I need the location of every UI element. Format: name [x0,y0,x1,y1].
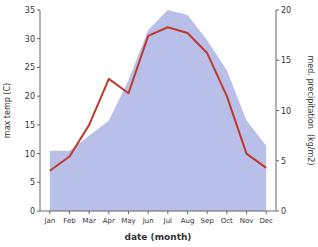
x-tick-label: May [121,217,135,225]
y-tick-label: 0 [30,207,35,216]
x-tick [69,211,70,214]
temp-line [50,27,266,171]
x-tick [187,211,188,214]
y2-tick-label: 20 [281,6,291,15]
y-tick-label: 5 [30,178,35,187]
y2-tick [276,160,279,161]
y-tick-label: 35 [25,6,35,15]
x-tick-label: Apr [103,217,115,225]
y-tick [37,182,40,183]
y-axis-label: max temp (C) [3,83,12,138]
x-tick [89,211,90,214]
y-tick-label: 25 [25,63,35,72]
y-tick-label: 30 [25,35,35,44]
x-tick-label: Jul [163,217,173,225]
x-tick-label: Mar [83,217,96,225]
y-tick [37,38,40,39]
x-tick [167,211,168,214]
x-tick-label: Sep [201,217,215,225]
x-tick [207,211,208,214]
y-tick [37,153,40,154]
y-tick [37,124,40,125]
y2-tick-label: 10 [281,107,291,116]
y-tick [37,67,40,68]
x-tick-label: Jun [142,217,154,225]
y2-tick-label: 15 [281,56,291,65]
y2-tick [276,60,279,61]
x-tick [108,211,109,214]
y2-tick [276,211,279,212]
x-tick-label: Dec [259,217,273,225]
x-tick-label: Aug [181,217,195,225]
x-tick [128,211,129,214]
y2-tick [276,10,279,11]
x-tick [246,211,247,214]
x-tick-label: Feb [63,217,76,225]
x-tick [266,211,267,214]
x-tick [148,211,149,214]
y2-tick [276,110,279,111]
x-axis-label: date (month) [125,232,192,242]
y-tick-label: 20 [25,92,35,101]
x-tick-label: Jan [43,217,55,225]
y-tick-label: 10 [25,150,35,159]
precip-area [50,10,266,211]
y-tick [37,10,40,11]
y2-tick-label: 5 [281,157,286,166]
plot-area [50,10,266,211]
x-tick [49,211,50,214]
y2-tick-label: 0 [281,207,286,216]
x-tick [226,211,227,214]
chart: 0 5 10 15 20 25 30 35 0 5 10 15 20 Jan Feb Mar Apr May Jun… [0,0,318,247]
x-tick-label: Oct [221,217,233,225]
x-axis-line [40,211,276,212]
y-tick-label: 15 [25,121,35,130]
y-tick [37,211,40,212]
x-tick-label: Nov [240,217,254,225]
y-axis-line [40,10,41,211]
y2-axis-label: med. precipitation (kg/m2) [306,56,315,166]
y-tick [37,96,40,97]
